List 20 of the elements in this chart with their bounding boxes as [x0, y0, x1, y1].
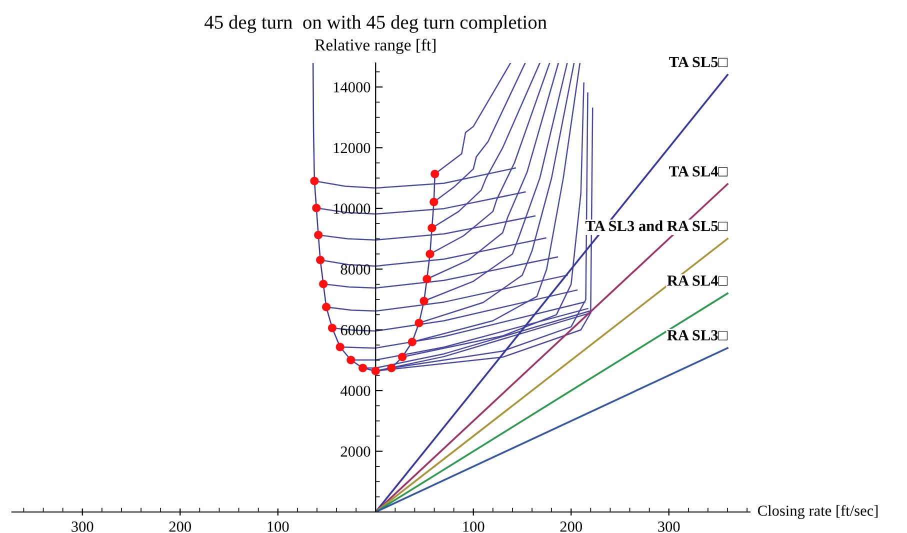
series-label: TA SL3 and RA SL5□ [585, 220, 728, 232]
chart-title: 45 deg turn on with 45 deg turn completion [204, 15, 547, 33]
series-label: TA SL4□ [669, 166, 728, 176]
y-tick-label: 4000 [340, 386, 370, 396]
x-tick-label: 200 [560, 521, 582, 532]
x-tick-label: 100 [463, 521, 484, 532]
y-axis-title: Relative range [ft] [315, 38, 436, 54]
x-tick-label: 100 [268, 521, 289, 532]
y-tick-label: 12000 [334, 142, 370, 154]
y-tick-label: 2000 [340, 446, 370, 457]
series-label: RA SL3□ [667, 330, 728, 340]
y-tick-label: 14000 [334, 82, 370, 92]
y-tick-label: 10000 [334, 204, 370, 214]
series-label: TA SL5□ [669, 56, 728, 68]
x-axis-title: Closing rate [ft/sec] [758, 504, 878, 520]
x-tick-label: 300 [658, 521, 680, 532]
series-label: RA SL4□ [667, 275, 728, 286]
x-tick-label: 300 [72, 521, 94, 532]
y-tick-label: 8000 [340, 264, 370, 275]
x-tick-label: 200 [169, 521, 192, 532]
